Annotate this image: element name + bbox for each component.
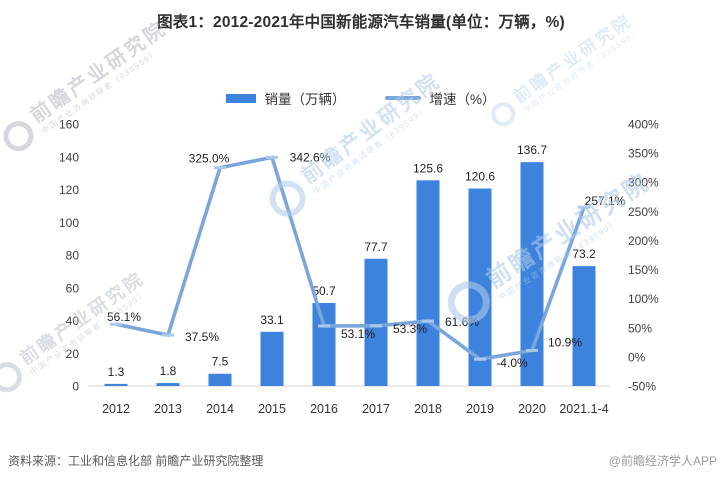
credit-note: @前瞻经济学人APP — [608, 454, 717, 468]
bar-series-swatch-icon — [226, 93, 257, 103]
right-axis-tick-350%: 350% — [628, 147, 659, 161]
line-label-2012: 56.1% — [107, 310, 141, 324]
legend-label-growth: 增速（%） — [429, 92, 496, 107]
line-label-2018: 61.6% — [445, 315, 479, 329]
left-axis-tick-0: 0 — [72, 380, 79, 394]
right-axis-tick-250%: 250% — [628, 205, 659, 219]
line-label-2020: 10.9% — [548, 336, 582, 350]
bar-2013 — [156, 383, 180, 386]
line-label-2014: 325.0% — [189, 152, 230, 166]
x-axis-label-2016: 2016 — [310, 402, 338, 416]
right-axis-tick-400%: 400% — [628, 118, 659, 132]
right-axis-tick-200%: 200% — [628, 234, 659, 248]
bar-2016 — [312, 302, 336, 386]
bar-2021.1-4 — [572, 266, 596, 386]
bar-label-2017: 77.7 — [364, 240, 388, 254]
x-axis-label-2018: 2018 — [414, 402, 442, 416]
right-axis-tick-300%: 300% — [628, 176, 659, 190]
x-axis-label-2015: 2015 — [258, 402, 286, 416]
legend-item-sales: 销量（万辆） — [226, 88, 345, 108]
bar-label-2013: 1.8 — [160, 364, 177, 378]
right-axis-tick-100%: 100% — [628, 292, 659, 306]
bar-2014 — [208, 373, 232, 386]
bar-label-2021.1-4: 73.2 — [572, 247, 596, 261]
x-axis-label-2019: 2019 — [466, 402, 494, 416]
left-axis-tick-80: 80 — [66, 249, 80, 263]
line-label-2019: -4.0% — [496, 356, 528, 370]
x-axis-label-2021.1-4: 2021.1-4 — [559, 402, 608, 416]
line-label-2015: 342.6% — [290, 150, 331, 164]
legend-item-growth: 增速（%） — [385, 88, 496, 108]
left-axis-tick-120: 120 — [59, 183, 79, 197]
x-axis-label-2014: 2014 — [206, 402, 234, 416]
line-label-2021.1-4: 257.1% — [585, 194, 626, 208]
source-note: 资料来源：工业和信息化部 前瞻产业研究院整理 — [8, 454, 264, 468]
right-axis-tick-50%: 50% — [628, 321, 652, 335]
x-axis-label-2012: 2012 — [102, 402, 130, 416]
chart-title: 图表1：2012-2021年中国新能源汽车销量(单位：万辆，%) — [157, 14, 565, 31]
left-axis-tick-140: 140 — [59, 150, 79, 164]
line-series-swatch-icon — [385, 96, 422, 100]
left-axis-tick-60: 60 — [66, 281, 80, 295]
bar-label-2018: 125.6 — [413, 161, 443, 175]
line-label-2017: 53.3% — [393, 322, 427, 336]
right-axis-tick-0%: 0% — [628, 350, 646, 364]
chart-legend: 销量（万辆） 增速（%） — [0, 88, 722, 108]
growth-line — [115, 155, 586, 362]
bar-label-2015: 33.1 — [260, 313, 284, 327]
bar-label-2014: 7.5 — [212, 355, 229, 369]
legend-label-sales: 销量（万辆） — [264, 92, 346, 107]
right-axis-tick-150%: 150% — [628, 263, 659, 277]
left-axis-tick-100: 100 — [59, 216, 79, 230]
line-label-2013: 37.5% — [185, 330, 219, 344]
x-axis-label-2017: 2017 — [362, 402, 390, 416]
bar-2015 — [260, 331, 284, 386]
bar-2012 — [104, 383, 128, 386]
left-axis-tick-20: 20 — [66, 347, 80, 361]
left-axis-tick-160: 160 — [59, 118, 79, 132]
bar-label-2012: 1.3 — [108, 365, 125, 379]
right-axis-tick--50%: -50% — [628, 380, 656, 394]
bar-label-2020: 136.7 — [517, 143, 547, 157]
x-axis-label-2020: 2020 — [518, 402, 546, 416]
bar-2018 — [416, 180, 440, 386]
bar-label-2019: 120.6 — [465, 170, 495, 184]
bar-2017 — [364, 258, 388, 386]
bar-2019 — [468, 188, 492, 386]
line-label-2016: 53.1% — [341, 327, 375, 341]
x-axis-label-2013: 2013 — [154, 402, 182, 416]
bar-label-2016: 50.7 — [312, 284, 336, 298]
left-axis-tick-40: 40 — [66, 314, 80, 328]
